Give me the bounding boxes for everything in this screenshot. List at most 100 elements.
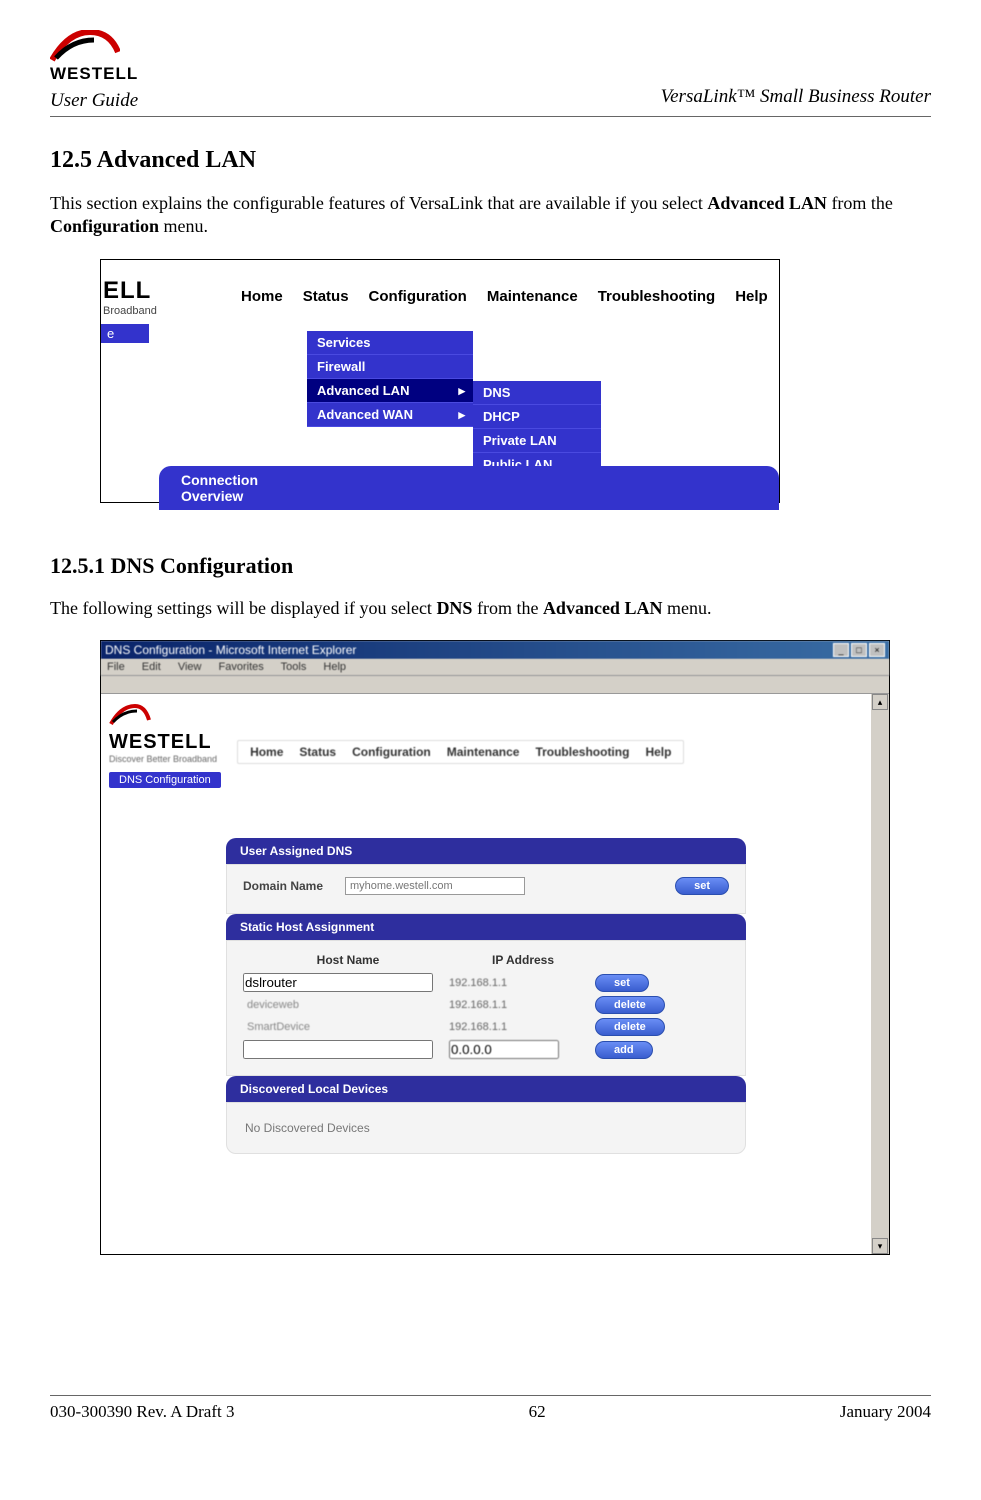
host-name-text: SmartDevice (243, 1021, 443, 1033)
footer-date: January 2004 (840, 1402, 931, 1422)
nav-help[interactable]: Help (639, 745, 677, 759)
nav-maintenance[interactable]: Maintenance (441, 745, 526, 759)
app-nav: Home Status Configuration Maintenance Tr… (237, 740, 684, 764)
panel-user-dns-body: Domain Name set (226, 864, 746, 914)
dd-services[interactable]: Services (307, 331, 473, 355)
set-button[interactable]: set (675, 877, 729, 895)
nav-configuration[interactable]: Configuration (361, 284, 475, 309)
domain-name-input[interactable] (345, 877, 525, 895)
nav-status[interactable]: Status (293, 745, 342, 759)
window-titlebar: DNS Configuration - Microsoft Internet E… (101, 641, 889, 659)
window-title: DNS Configuration - Microsoft Internet E… (105, 643, 356, 657)
panel-static-host-header: Static Host Assignment (226, 914, 746, 940)
dns-config-tab: DNS Configuration (109, 772, 221, 788)
intro-bold-1: Advanced LAN (707, 193, 827, 213)
add-button[interactable]: add (595, 1041, 653, 1059)
nav-maintenance[interactable]: Maintenance (479, 284, 586, 309)
subsection-intro: The following settings will be displayed… (50, 597, 931, 620)
intro-text: from the (827, 193, 893, 213)
col-host-name: Host Name (243, 953, 453, 967)
panel-static-host-body: Host Name IP Address 192.168.1.1 set dev… (226, 940, 746, 1076)
nav-home[interactable]: Home (244, 745, 289, 759)
panel-user-dns-header: User Assigned DNS (226, 838, 746, 864)
host-name-text: deviceweb (243, 999, 443, 1011)
host-row: 192.168.1.1 set (243, 973, 729, 992)
section-title: 12.5 Advanced LAN (50, 147, 931, 174)
host-name-input-new[interactable] (243, 1040, 433, 1059)
scroll-up-icon[interactable]: ▴ (872, 694, 888, 710)
menu-file[interactable]: File (107, 661, 125, 673)
westell-swoosh-icon (50, 30, 120, 62)
dd-advanced-wan[interactable]: Advanced WAN ▸ (307, 403, 473, 427)
no-devices-msg: No Discovered Devices (243, 1115, 729, 1141)
sm-dhcp[interactable]: DHCP (473, 405, 601, 429)
dd-firewall[interactable]: Firewall (307, 355, 473, 379)
intro-text: from the (472, 598, 542, 618)
subsection-title: 12.5.1 DNS Configuration (50, 553, 931, 579)
logo-text: WESTELL (109, 731, 217, 754)
minimize-icon[interactable]: _ (833, 643, 849, 657)
panel-discovered-body: No Discovered Devices (226, 1102, 746, 1154)
set-button[interactable]: set (595, 974, 649, 992)
domain-name-label: Domain Name (243, 879, 333, 893)
section-intro: This section explains the configurable f… (50, 192, 931, 239)
logo-text: WESTELL (50, 64, 138, 84)
menu-view[interactable]: View (178, 661, 202, 673)
footer-pagenum: 62 (529, 1402, 546, 1422)
host-name-input[interactable] (243, 973, 433, 992)
host-row: SmartDevice 192.168.1.1 delete (243, 1018, 729, 1036)
nav-home[interactable]: Home (233, 284, 291, 309)
intro-bold-2: Configuration (50, 216, 159, 236)
dd-label: Advanced WAN (317, 407, 413, 422)
delete-button[interactable]: delete (595, 1018, 665, 1036)
nav-configuration[interactable]: Configuration (346, 745, 437, 759)
col-ip-address: IP Address (453, 953, 593, 967)
browser-toolbar (101, 676, 889, 694)
menu-favorites[interactable]: Favorites (219, 661, 264, 673)
product-name: VersaLink™ Small Business Router (661, 86, 931, 112)
browser-content: ▴ ▾ WESTELL Discover Better Broadband Ho… (101, 694, 889, 1254)
e-tab: e (101, 324, 149, 343)
intro-bold-2: Advanced LAN (543, 598, 663, 618)
nav-help[interactable]: Help (727, 284, 776, 309)
ip-value: 192.168.1.1 (449, 1021, 589, 1033)
dd-advanced-lan[interactable]: Advanced LAN▸ (307, 379, 473, 403)
delete-button[interactable]: delete (595, 996, 665, 1014)
nav-troubleshooting[interactable]: Troubleshooting (529, 745, 635, 759)
intro-text: menu. (159, 216, 208, 236)
sm-dns[interactable]: DNS (473, 381, 601, 405)
ip-value: 192.168.1.1 (449, 977, 589, 989)
dd-label: Advanced LAN (317, 383, 409, 398)
app-header: WESTELL Discover Better Broadband Home S… (109, 704, 863, 770)
westell-logo: WESTELL Discover Better Broadband (109, 704, 217, 764)
ip-input-new[interactable] (449, 1040, 559, 1059)
menu-screenshot: ELL Broadband Home Status Configuration … (100, 259, 780, 503)
nav-troubleshooting[interactable]: Troubleshooting (590, 284, 724, 309)
menu-help[interactable]: Help (323, 661, 346, 673)
page-header: WESTELL User Guide VersaLink™ Small Busi… (50, 30, 931, 117)
logo-ell: ELL (103, 277, 173, 305)
host-row-new: add (243, 1040, 729, 1059)
logo-broadband: Broadband (103, 305, 173, 317)
configuration-dropdown: Services Firewall Advanced LAN▸ Advanced… (307, 331, 473, 427)
intro-text: This section explains the configurable f… (50, 193, 707, 213)
host-row: deviceweb 192.168.1.1 delete (243, 996, 729, 1014)
scroll-down-icon[interactable]: ▾ (872, 1238, 888, 1254)
menu-tools[interactable]: Tools (281, 661, 307, 673)
nav-status[interactable]: Status (295, 284, 357, 309)
maximize-icon[interactable]: □ (851, 643, 867, 657)
close-icon[interactable]: × (869, 643, 885, 657)
chevron-right-icon: ▸ (458, 407, 465, 423)
browser-screenshot: DNS Configuration - Microsoft Internet E… (100, 640, 890, 1255)
footer-docnum: 030-300390 Rev. A Draft 3 (50, 1402, 234, 1422)
connection-overview-bar: Connection Overview (159, 466, 779, 510)
main-nav: Home Status Configuration Maintenance Tr… (233, 284, 776, 309)
panel-discovered-header: Discovered Local Devices (226, 1076, 746, 1102)
browser-menubar: File Edit View Favorites Tools Help (101, 659, 889, 676)
intro-bold-1: DNS (436, 598, 472, 618)
user-guide-label: User Guide (50, 90, 138, 112)
menu-edit[interactable]: Edit (142, 661, 161, 673)
header-left: WESTELL User Guide (50, 30, 138, 112)
logo-fragment: ELL Broadband (101, 277, 173, 317)
sm-private-lan[interactable]: Private LAN (473, 429, 601, 453)
